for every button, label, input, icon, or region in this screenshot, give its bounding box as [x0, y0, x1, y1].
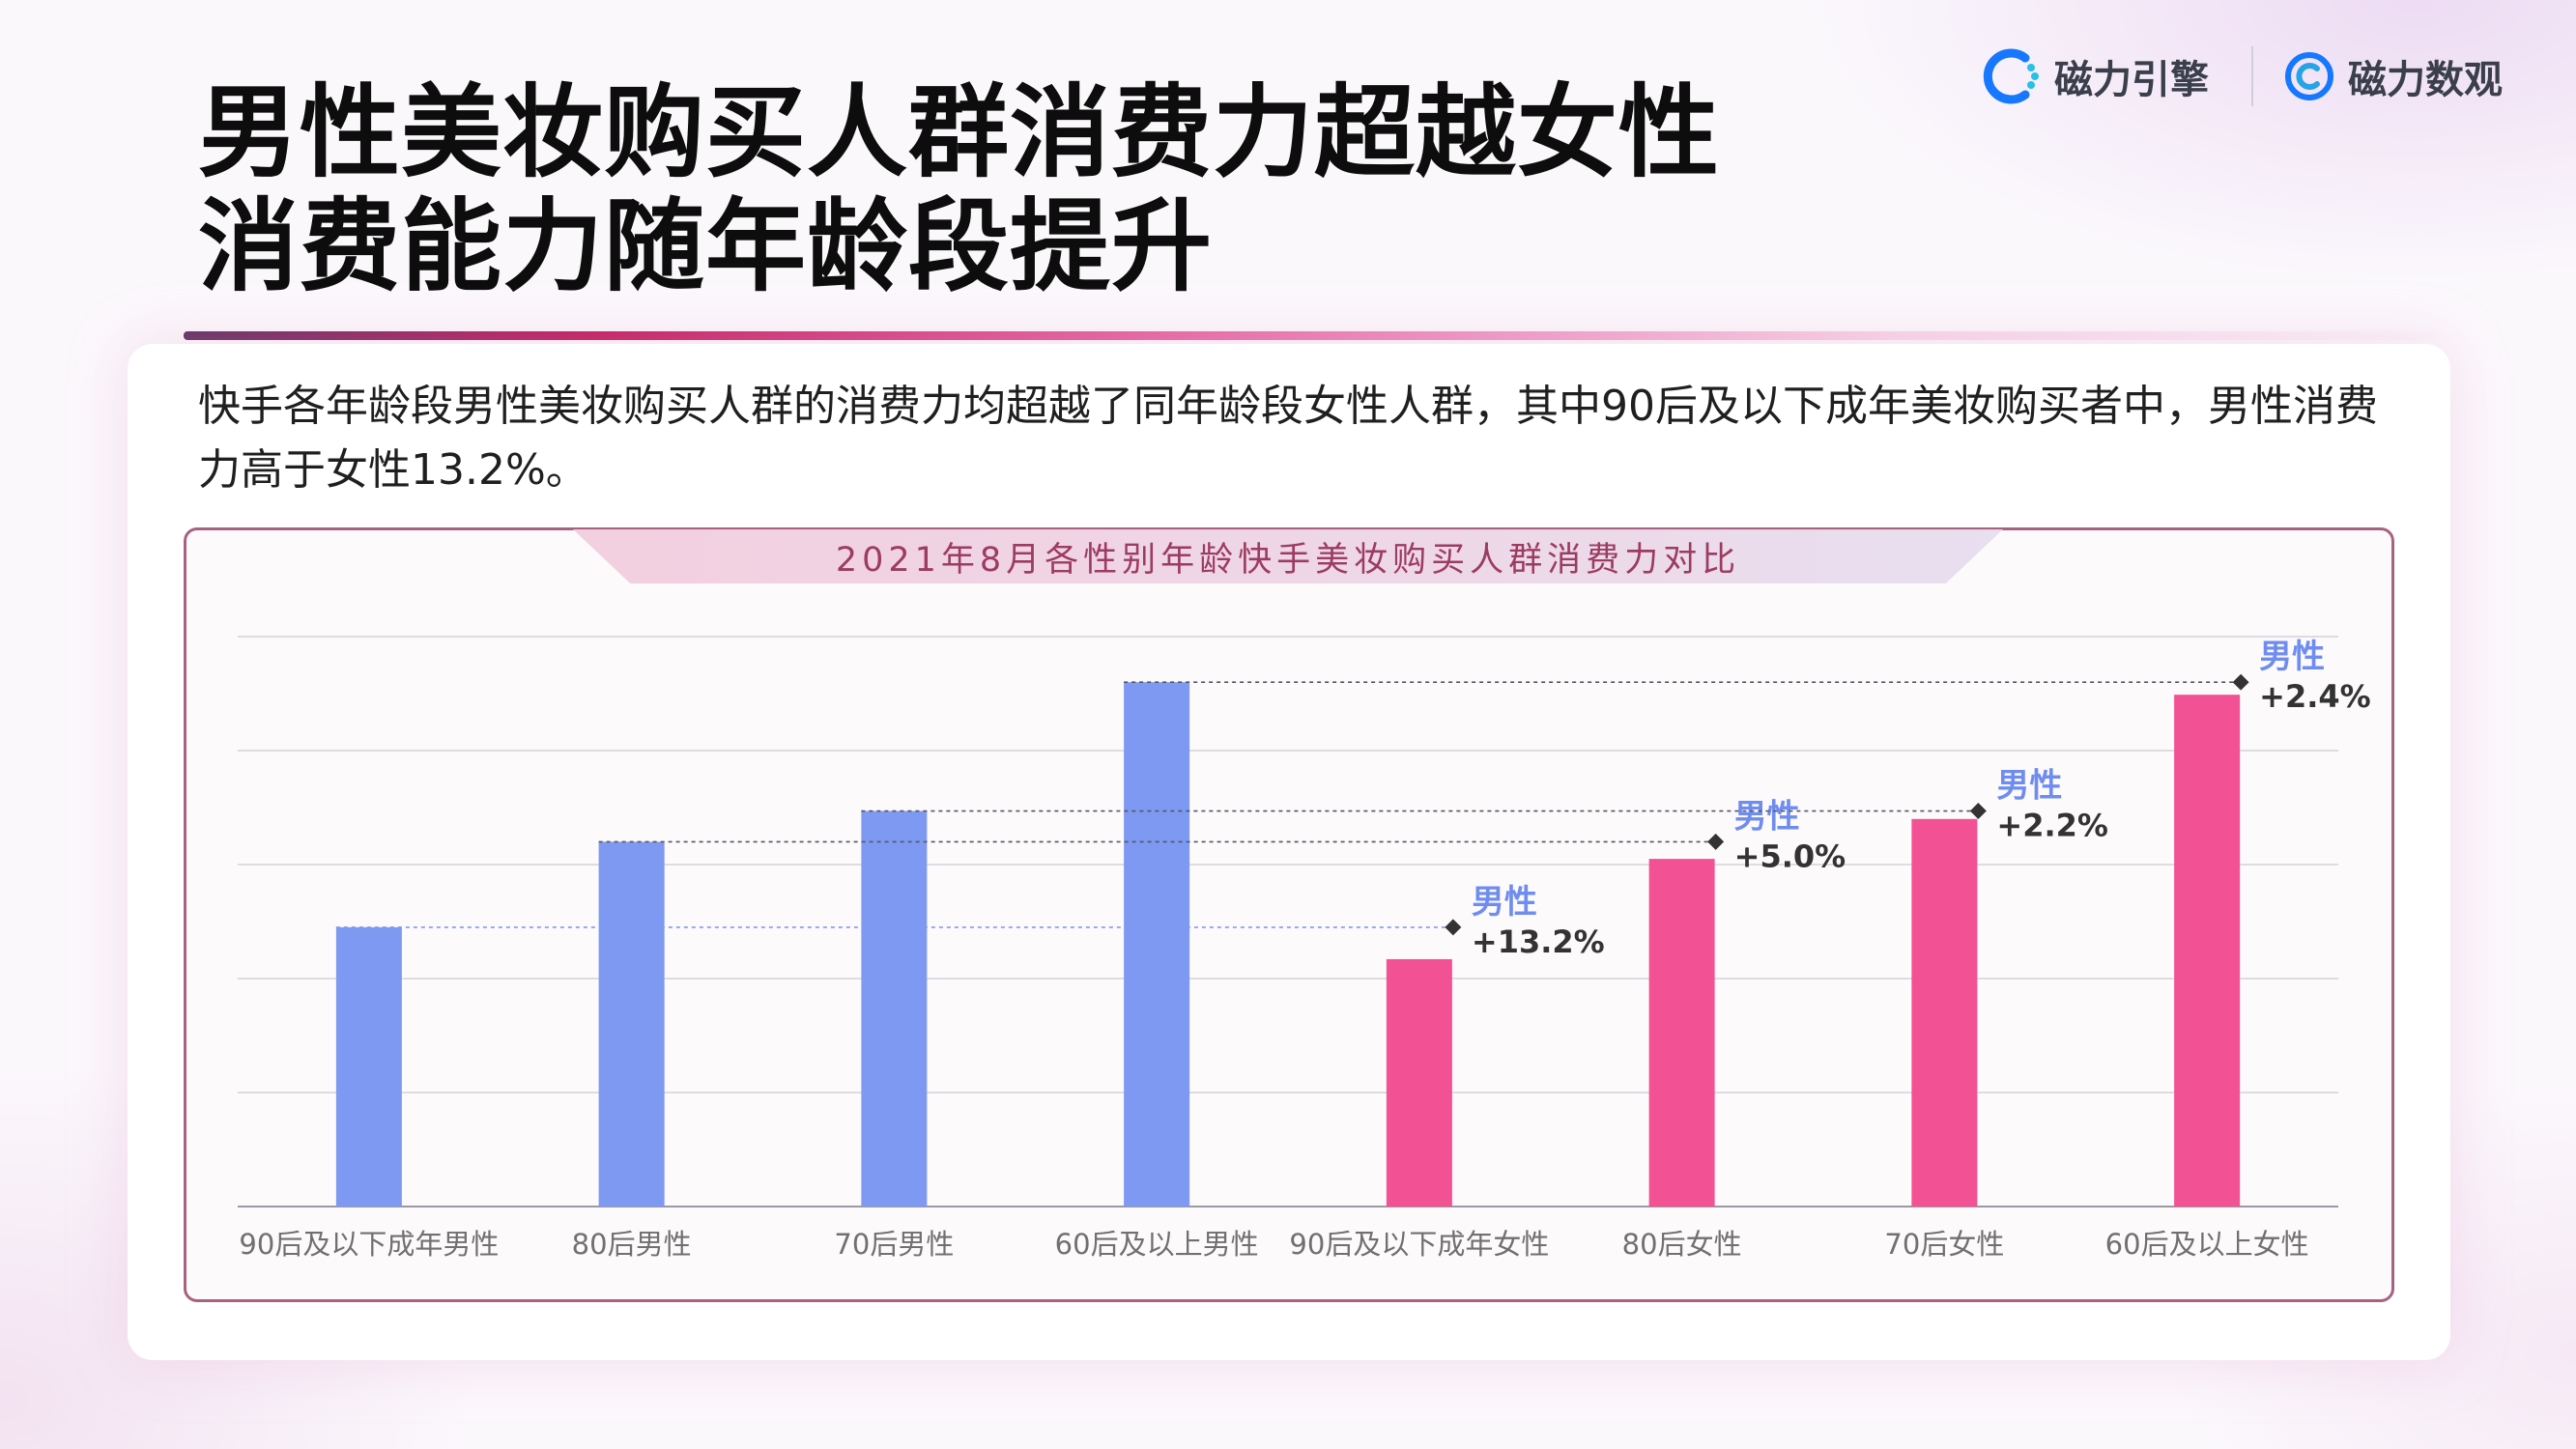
ci-engine-logo-icon: [1983, 48, 2039, 104]
annotation-label: 男性: [2259, 638, 2325, 676]
bar-5: [1648, 859, 1715, 1207]
comparison-marker: [1969, 803, 1987, 820]
comparison-marker: [1707, 833, 1725, 850]
bar-2: [861, 810, 928, 1207]
brand-divider: [2251, 46, 2253, 106]
chart-title-banner: [573, 529, 2003, 583]
x-tick-label: 70后男性: [834, 1228, 954, 1261]
brand-ci-engine: 磁力引擎: [1983, 43, 2209, 110]
brand-name-1: 磁力引擎: [2054, 58, 2209, 102]
brand-ci-shuguan: 磁力数观: [2282, 43, 2503, 110]
comparison-marker: [2232, 673, 2249, 691]
title-line-2: 消费能力随年龄段提升: [198, 187, 1214, 305]
bar-3: [1124, 682, 1190, 1207]
x-tick-label: 80后男性: [572, 1228, 692, 1261]
annotation-value: +2.2%: [1996, 808, 2108, 844]
description-text: 快手各年龄段男性美妆购买人群的消费力均超越了同年龄段女性人群，其中90后及以下成…: [198, 382, 2378, 495]
x-tick-label: 70后女性: [1884, 1228, 2004, 1261]
x-tick-label: 60后及以上男性: [1055, 1228, 1259, 1261]
bar-1: [598, 841, 665, 1207]
annotation-label: 男性: [1472, 883, 1537, 922]
bar-7: [2174, 695, 2241, 1207]
chart-title: 2021年8月各性别年龄快手美妆购买人群消费力对比: [835, 540, 1741, 580]
bar-0: [335, 926, 402, 1207]
title-divider: [184, 331, 2464, 340]
page-title: 男性美妆购买人群消费力超越女性 消费能力随年龄段提升: [198, 75, 1720, 303]
comparison-marker: [1445, 919, 1462, 936]
annotation-value: +2.4%: [2259, 678, 2371, 715]
bar-6: [1911, 818, 1978, 1207]
x-tick-label: 90后及以下成年男性: [239, 1228, 499, 1261]
annotation-label: 男性: [1996, 767, 2062, 806]
title-line-1: 男性美妆购买人群消费力超越女性: [198, 73, 1721, 191]
x-tick-label: 90后及以下成年女性: [1289, 1228, 1549, 1261]
x-tick-label: 80后女性: [1622, 1228, 1742, 1261]
ci-shuguan-logo-icon: [2285, 52, 2333, 100]
x-tick-label: 60后及以上女性: [2105, 1228, 2309, 1261]
bar-4: [1386, 958, 1452, 1207]
annotation-label: 男性: [1734, 797, 1800, 836]
annotation-value: +13.2%: [1472, 923, 1605, 960]
brand-name-2: 磁力数观: [2348, 58, 2503, 102]
annotation-value: +5.0%: [1734, 838, 1846, 874]
chart-frame: [184, 527, 2394, 1302]
